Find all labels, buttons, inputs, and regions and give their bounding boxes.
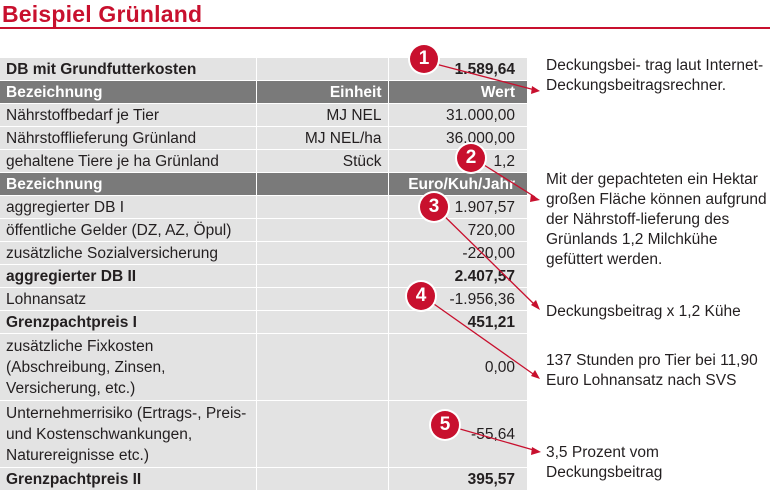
row-unit: MJ NEL bbox=[255, 103, 388, 127]
row-label: aggregierter DB II bbox=[0, 264, 256, 288]
note-5: 3,5 Prozent vom Deckungsbeitrag bbox=[546, 444, 663, 481]
table-row: Grenzpachtpreis I 451,21 bbox=[0, 310, 527, 334]
note-2: Mit der gepachteten ein Hektar großen Fl… bbox=[546, 171, 767, 268]
row-value: -220,00 bbox=[387, 241, 527, 265]
leader-arrow-2 bbox=[530, 194, 540, 202]
note-4: 137 Stunden pro Tier bei 11,90 Euro Lohn… bbox=[546, 352, 758, 389]
row-value: -55,64 bbox=[387, 400, 527, 468]
table-row: Lohnansatz -1.956,36 bbox=[0, 287, 527, 311]
callout-badge-2: 2 bbox=[457, 144, 485, 172]
row-value: Wert bbox=[387, 80, 527, 104]
row-value: 36.000,00 bbox=[387, 126, 527, 150]
row-value: 0,00 bbox=[387, 333, 527, 401]
row-value: Euro/Kuh/Jahr bbox=[387, 172, 527, 196]
table-row: aggregierter DB II 2.407,57 bbox=[0, 264, 527, 288]
row-label: Nährstoffbedarf je Tier bbox=[0, 103, 256, 127]
row-label: Grenzpachtpreis II bbox=[0, 467, 256, 491]
callout-badge-4: 4 bbox=[407, 282, 435, 310]
table-row: zusätzliche Sozialversicherung -220,00 bbox=[0, 241, 527, 265]
leader-arrow-5 bbox=[531, 447, 541, 455]
row-label: Nährstofflieferung Grünland bbox=[0, 126, 256, 150]
row-unit bbox=[255, 218, 388, 242]
row-unit bbox=[255, 241, 388, 265]
callout-badge-3: 3 bbox=[420, 193, 448, 221]
leader-line-2 bbox=[475, 159, 536, 198]
callout-badge-5: 5 bbox=[431, 411, 459, 439]
row-label: zusätzliche Sozialversicherung bbox=[0, 241, 256, 265]
row-label: Lohnansatz bbox=[0, 287, 256, 311]
row-unit: MJ NEL/ha bbox=[255, 126, 388, 150]
row-label: DB mit Grundfutterkosten bbox=[0, 58, 256, 81]
leader-line-3 bbox=[435, 207, 537, 307]
table-row: Nährstofflieferung Grünland MJ NEL/ha 36.0… bbox=[0, 126, 527, 150]
row-label: Grenzpachtpreis I bbox=[0, 310, 256, 334]
row-label: zusätzliche Fixkosten (Abschreibung, Zin… bbox=[0, 333, 256, 401]
row-unit: Einheit bbox=[255, 80, 388, 104]
leader-line-4 bbox=[423, 296, 537, 377]
row-value: 451,21 bbox=[387, 310, 527, 334]
row-label: Bezeichnung bbox=[0, 80, 256, 104]
row-unit bbox=[255, 333, 388, 401]
leader-line-1 bbox=[427, 61, 536, 91]
note-1: Deckungsbei- trag laut Internet-Deckungs… bbox=[546, 57, 764, 94]
row-unit bbox=[255, 58, 388, 81]
row-unit bbox=[255, 287, 388, 311]
leader-line-5 bbox=[445, 424, 538, 452]
table-row: gehaltene Tiere je ha Grünland Stück 1,2 bbox=[0, 149, 527, 173]
leader-arrow-4 bbox=[531, 370, 540, 379]
leader-arrow-1 bbox=[531, 86, 540, 94]
callout-badge-1: 1 bbox=[410, 45, 438, 73]
leader-arrow-3 bbox=[531, 300, 540, 310]
row-label: aggregierter DB I bbox=[0, 195, 256, 219]
row-label: öffentliche Gelder (DZ, AZ, Öpul) bbox=[0, 218, 256, 242]
row-unit bbox=[255, 172, 388, 196]
row-unit bbox=[255, 195, 388, 219]
row-label: Unternehmerrisiko (Ertrags-, Preis- und … bbox=[0, 400, 256, 468]
row-unit bbox=[255, 400, 388, 468]
table-row: aggregierter DB I 1.907,57 bbox=[0, 195, 527, 219]
row-value: 720,00 bbox=[387, 218, 527, 242]
table-row: Bezeichnung Einheit Wert bbox=[0, 80, 527, 104]
row-unit bbox=[255, 264, 388, 288]
row-label: gehaltene Tiere je ha Grünland bbox=[0, 149, 256, 173]
table-row: öffentliche Gelder (DZ, AZ, Öpul) 720,00 bbox=[0, 218, 527, 242]
row-value: 31.000,00 bbox=[387, 103, 527, 127]
row-unit: Stück bbox=[255, 149, 388, 173]
calculation-table: DB mit Grundfutterkosten 1.589,64 Bezeichn… bbox=[0, 58, 527, 491]
table-row: zusätzliche Fixkosten (Abschreibung, Zin… bbox=[0, 333, 527, 401]
table-row: Grenzpachtpreis II 395,57 bbox=[0, 467, 527, 491]
title-rule bbox=[0, 27, 770, 29]
row-unit bbox=[255, 310, 388, 334]
note-3: Deckungsbeitrag x 1,2 Kühe bbox=[546, 303, 741, 320]
table-row: Bezeichnung Euro/Kuh/Jahr bbox=[0, 172, 527, 196]
page-title: Beispiel Grünland bbox=[2, 1, 203, 27]
table-row: Unternehmerrisiko (Ertrags-, Preis- und … bbox=[0, 400, 527, 468]
table-row: Nährstoffbedarf je Tier MJ NEL 31.000,00 bbox=[0, 103, 527, 127]
row-label: Bezeichnung bbox=[0, 172, 256, 196]
